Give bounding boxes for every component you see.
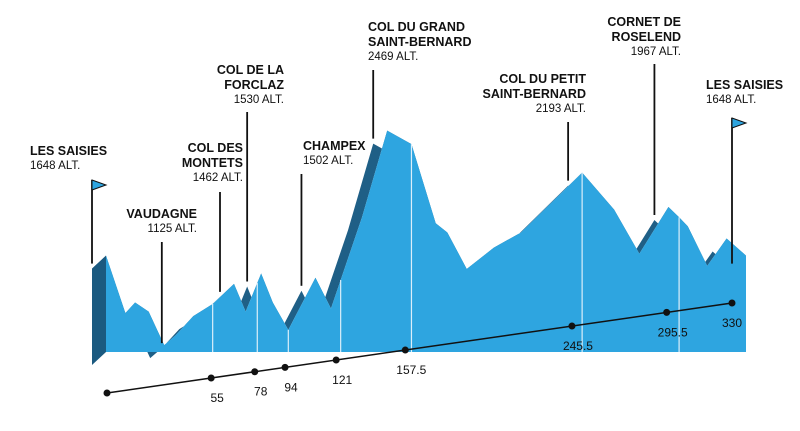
stage-name: MONTETS	[182, 156, 243, 170]
stage-name: SAINT-BERNARD	[368, 35, 471, 49]
stage-altitude: 1648 ALT.	[30, 160, 80, 172]
stage-name: COL DES	[188, 141, 243, 155]
axis-tick-dot	[207, 374, 215, 382]
axis-tick-dot	[568, 322, 576, 330]
axis-tick-dot	[728, 299, 736, 307]
stage-label-group: VAUDAGNE 1125 ALT.	[126, 207, 197, 344]
stage-name: SAINT-BERNARD	[483, 87, 586, 101]
stage-altitude: 2469 ALT.	[368, 51, 418, 63]
stage-altitude: 1502 ALT.	[303, 155, 353, 167]
axis-start-dot	[103, 389, 111, 397]
axis-tick-label: 245.5	[563, 339, 593, 353]
finish-flag-icon	[731, 117, 748, 129]
stage-name: ROSELEND	[612, 30, 681, 44]
stage-altitude: 1125 ALT.	[148, 223, 197, 235]
axis-tick-dot	[401, 346, 409, 354]
stage-name: COL DE LA	[217, 63, 284, 77]
stage-altitude: 1530 ALT.	[234, 94, 284, 106]
axis-tick-dot	[281, 363, 289, 371]
axis-tick-dot	[332, 356, 340, 364]
axis-tick-label: 78	[254, 385, 268, 399]
stage-label-group: LES SAISIES 1648 ALT.	[706, 78, 783, 264]
axis-tick-label: 94	[284, 380, 298, 394]
stage-altitude: 1462 ALT.	[193, 172, 243, 184]
stage-name: CHAMPEX	[303, 139, 366, 153]
stage-name: LES SAISIES	[706, 78, 783, 92]
stage-label-group: CHAMPEX 1502 ALT.	[300, 139, 366, 286]
mountain-profile	[92, 130, 746, 365]
axis-tick-label: 157.5	[396, 363, 426, 377]
stage-name: COL DU GRAND	[368, 20, 465, 34]
mountain-side-face	[92, 255, 106, 365]
stage-name: CORNET DE	[607, 15, 681, 29]
stage-name: FORCLAZ	[224, 78, 284, 92]
finish-flag-icon	[91, 179, 108, 191]
stage-name: COL DU PETIT	[499, 72, 586, 86]
axis-tick-dot	[251, 368, 259, 376]
stage-label-group: LES SAISIES 1648 ALT.	[30, 144, 108, 264]
stage-name: LES SAISIES	[30, 144, 107, 158]
axis-tick-label: 121	[332, 373, 352, 387]
mountain-front-face	[106, 130, 746, 352]
stage-altitude: 2193 ALT.	[536, 103, 586, 115]
stage-altitude: 1967 ALT.	[631, 46, 681, 58]
axis-tick-label: 330	[722, 316, 742, 330]
axis-tick-dot	[663, 308, 671, 316]
distance-axis: 55 78 94 121 157.5 245.5 295.5 330	[103, 299, 742, 405]
axis-tick-label: 55	[210, 391, 224, 405]
stage-altitude: 1648 ALT.	[706, 94, 756, 106]
axis-tick-label: 295.5	[658, 325, 688, 339]
stage-name: VAUDAGNE	[126, 207, 197, 221]
